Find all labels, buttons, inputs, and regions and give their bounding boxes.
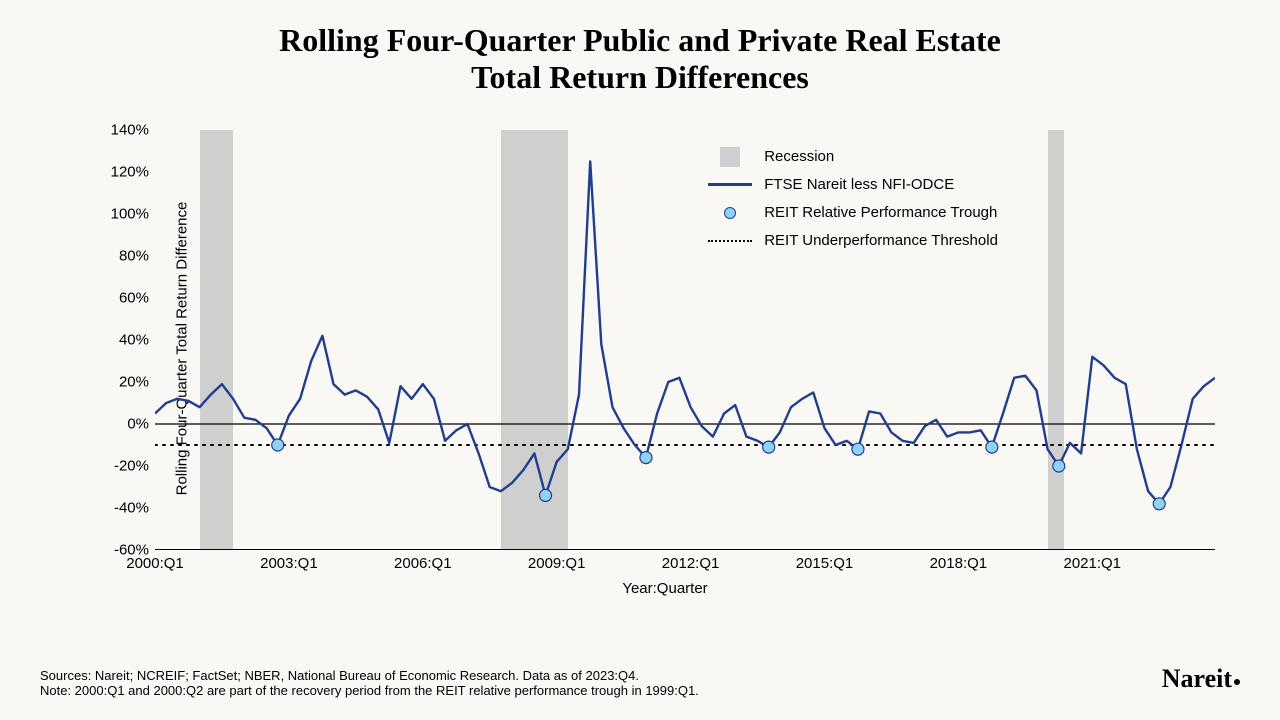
title-line-1: Rolling Four-Quarter Public and Private …: [0, 22, 1280, 59]
y-tick-label: 120%: [111, 164, 149, 181]
legend-recession-icon: [706, 148, 754, 166]
trough-marker: [1153, 498, 1165, 510]
y-tick-label: 100%: [111, 206, 149, 223]
y-tick-label: -20%: [114, 458, 149, 475]
legend-item: Recession: [706, 143, 998, 171]
y-tick-label: 20%: [119, 374, 149, 391]
trough-marker: [272, 439, 284, 451]
x-tick-label: 2018:Q1: [930, 555, 988, 572]
note-line: Note: 2000:Q1 and 2000:Q2 are part of th…: [40, 683, 699, 698]
legend-line-icon: [706, 176, 754, 194]
x-tick-label: 2012:Q1: [662, 555, 720, 572]
title-line-2: Total Return Differences: [0, 59, 1280, 96]
return-difference-line: [155, 162, 1215, 504]
y-tick-label: 0%: [127, 416, 149, 433]
logo-text: Nareit: [1162, 664, 1232, 693]
legend-label: REIT Underperformance Threshold: [764, 232, 998, 249]
logo-dot-icon: [1234, 679, 1240, 685]
legend-marker-icon: [706, 204, 754, 222]
trough-marker: [540, 489, 552, 501]
x-axis-label: Year:Quarter: [622, 580, 707, 597]
y-tick-label: 40%: [119, 332, 149, 349]
trough-marker: [763, 441, 775, 453]
x-tick-label: 2000:Q1: [126, 555, 184, 572]
legend-dotted-icon: [706, 232, 754, 250]
source-line: Sources: Nareit; NCREIF; FactSet; NBER, …: [40, 668, 699, 683]
chart-area: Rolling Four-Quarter Total Return Differ…: [105, 130, 1225, 580]
trough-marker: [986, 441, 998, 453]
x-tick-label: 2021:Q1: [1063, 555, 1121, 572]
y-tick-label: 80%: [119, 248, 149, 265]
legend-item: REIT Relative Performance Trough: [706, 199, 998, 227]
line-series-svg: [155, 130, 1215, 550]
legend-label: Recession: [764, 148, 834, 165]
trough-marker: [852, 443, 864, 455]
x-tick-label: 2009:Q1: [528, 555, 586, 572]
x-tick-label: 2003:Q1: [260, 555, 318, 572]
y-tick-label: 60%: [119, 290, 149, 307]
nareit-logo: Nareit: [1162, 664, 1240, 694]
y-tick-label: 140%: [111, 122, 149, 139]
footnotes: Sources: Nareit; NCREIF; FactSet; NBER, …: [40, 668, 699, 698]
y-tick-label: -40%: [114, 500, 149, 517]
chart-title: Rolling Four-Quarter Public and Private …: [0, 0, 1280, 96]
legend-label: REIT Relative Performance Trough: [764, 204, 997, 221]
trough-marker: [640, 452, 652, 464]
trough-marker: [1053, 460, 1065, 472]
x-tick-label: 2006:Q1: [394, 555, 452, 572]
legend-item: FTSE Nareit less NFI-ODCE: [706, 171, 998, 199]
legend-label: FTSE Nareit less NFI-ODCE: [764, 176, 954, 193]
plot-region: [155, 130, 1215, 550]
legend: Recession FTSE Nareit less NFI-ODCE REIT R…: [706, 143, 998, 255]
x-tick-label: 2015:Q1: [796, 555, 854, 572]
legend-item: REIT Underperformance Threshold: [706, 227, 998, 255]
